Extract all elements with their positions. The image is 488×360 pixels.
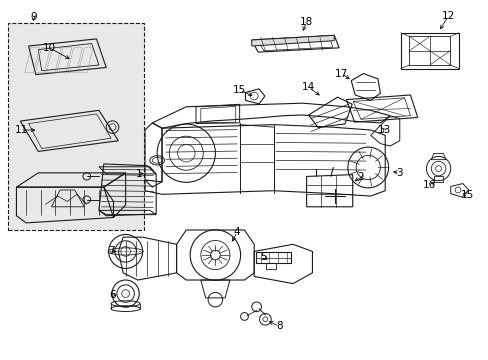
Text: 8: 8 (276, 321, 282, 332)
Text: 1: 1 (135, 168, 142, 179)
Bar (8, 23, 143, 230)
Text: 9: 9 (30, 12, 37, 22)
Text: 14: 14 (301, 82, 315, 92)
Text: 6: 6 (109, 290, 116, 300)
Polygon shape (251, 35, 334, 46)
Text: 2: 2 (357, 172, 364, 182)
Text: 15: 15 (460, 190, 473, 200)
Text: 11: 11 (15, 125, 28, 135)
Bar (8, 23, 143, 230)
Text: 16: 16 (423, 180, 436, 190)
Text: 13: 13 (377, 125, 390, 135)
Text: 17: 17 (334, 68, 347, 78)
Text: 15: 15 (233, 85, 246, 95)
Text: 5: 5 (260, 252, 266, 262)
Text: 7: 7 (107, 247, 114, 256)
Text: 10: 10 (43, 43, 56, 53)
Text: 4: 4 (233, 227, 240, 237)
Text: 18: 18 (299, 17, 313, 27)
Text: 12: 12 (441, 12, 454, 21)
Text: 3: 3 (396, 168, 402, 178)
